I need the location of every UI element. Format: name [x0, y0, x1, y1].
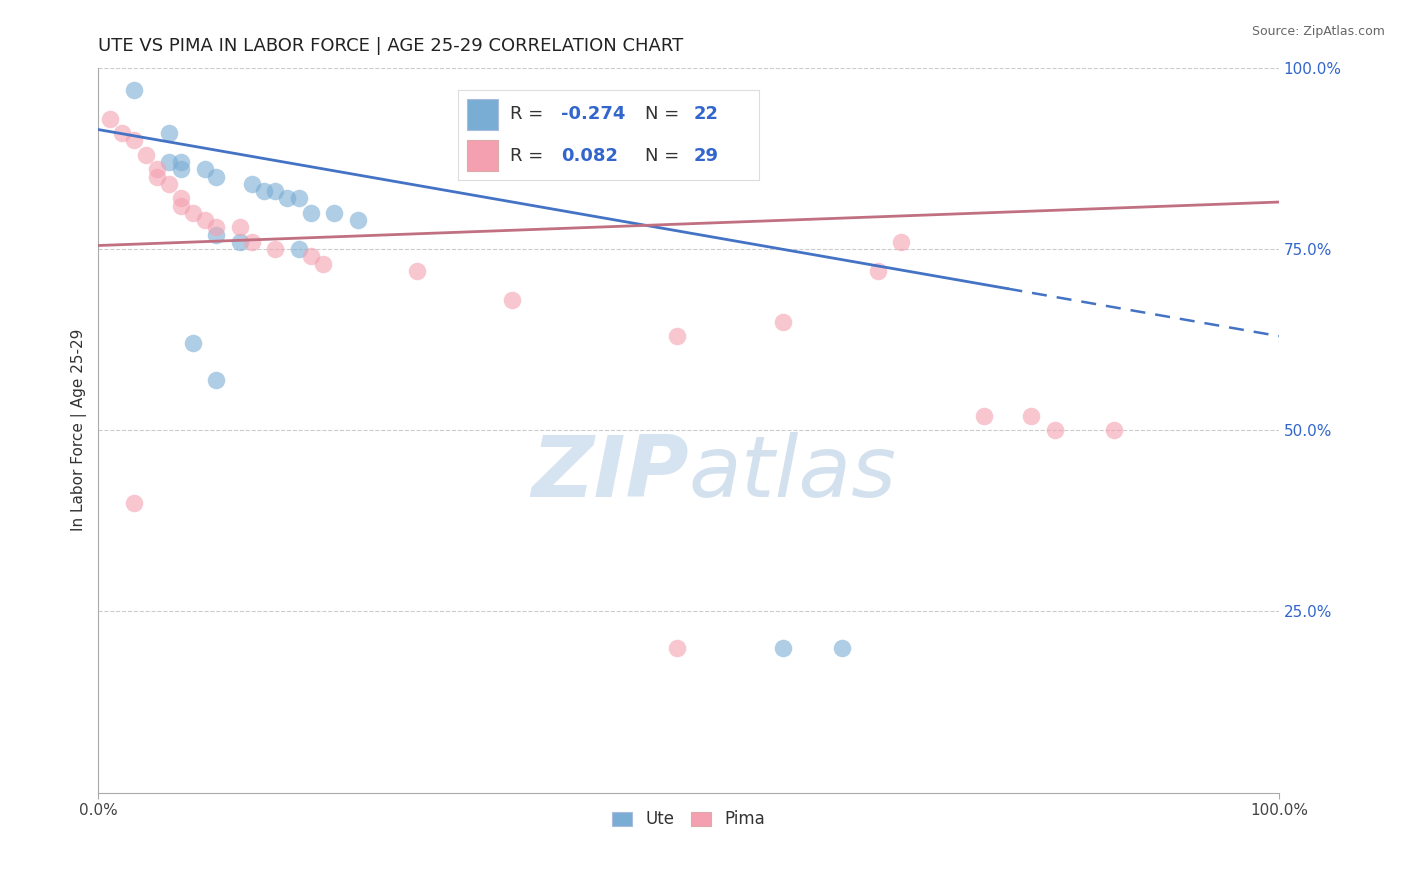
Point: [170, 162, 193, 177]
Point: [170, 191, 193, 205]
Point: [122, 83, 145, 97]
Point: [276, 191, 298, 205]
Point: [194, 162, 217, 177]
Point: [347, 213, 370, 227]
Point: [311, 257, 333, 271]
Point: [264, 242, 287, 256]
Point: [288, 191, 311, 205]
Point: [194, 213, 217, 227]
Point: [135, 148, 157, 162]
Point: [240, 235, 263, 249]
Point: [288, 242, 311, 256]
Point: [1043, 423, 1066, 437]
Text: ZIP: ZIP: [531, 433, 689, 516]
Point: [229, 220, 252, 235]
Point: [973, 409, 995, 423]
Point: [146, 162, 169, 177]
Point: [181, 336, 204, 351]
Text: UTE VS PIMA IN LABOR FORCE | AGE 25-29 CORRELATION CHART: UTE VS PIMA IN LABOR FORCE | AGE 25-29 C…: [98, 37, 683, 55]
Point: [205, 227, 228, 242]
Point: [205, 169, 228, 184]
Point: [146, 169, 169, 184]
Point: [111, 126, 134, 140]
Text: Source: ZipAtlas.com: Source: ZipAtlas.com: [1251, 25, 1385, 38]
Point: [170, 199, 193, 213]
Point: [772, 640, 794, 655]
Point: [98, 112, 121, 126]
Text: atlas: atlas: [689, 433, 897, 516]
Point: [122, 496, 145, 510]
Point: [772, 315, 794, 329]
Point: [264, 184, 287, 198]
Point: [253, 184, 276, 198]
Point: [1019, 409, 1042, 423]
Point: [1102, 423, 1125, 437]
Point: [890, 235, 912, 249]
Point: [866, 264, 889, 278]
Point: [831, 640, 853, 655]
Point: [299, 206, 322, 220]
Point: [323, 206, 346, 220]
Point: [299, 249, 322, 263]
Point: [157, 177, 180, 191]
Point: [205, 220, 228, 235]
Point: [181, 206, 204, 220]
Point: [501, 293, 523, 307]
Point: [665, 329, 688, 343]
Y-axis label: In Labor Force | Age 25-29: In Labor Force | Age 25-29: [72, 329, 87, 532]
Point: [406, 264, 429, 278]
Point: [205, 373, 228, 387]
Legend: Ute, Pima: Ute, Pima: [606, 804, 772, 835]
Point: [240, 177, 263, 191]
Point: [157, 126, 180, 140]
Point: [229, 235, 252, 249]
Point: [665, 640, 688, 655]
Point: [122, 133, 145, 147]
Point: [157, 155, 180, 169]
Point: [170, 155, 193, 169]
